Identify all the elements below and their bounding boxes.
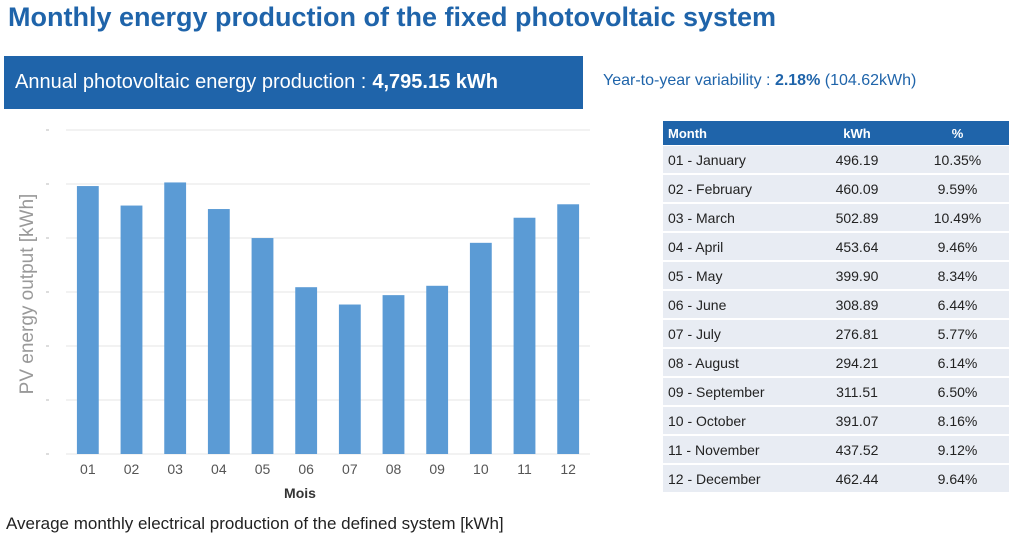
table-row: 01 - January 496.19 10.35% (663, 146, 1009, 174)
bar-month-12 (557, 204, 580, 454)
table-row: 06 - June 308.89 6.44% (663, 291, 1009, 319)
month-cell: 10 - October (663, 407, 808, 435)
kwh-cell: 462.44 (808, 465, 906, 493)
month-cell: 08 - August (663, 349, 808, 377)
variability-info: Year-to-year variability : 2.18% (104.62… (603, 72, 916, 90)
bar-month-03 (164, 182, 187, 454)
month-cell: 09 - September (663, 378, 808, 406)
bar-month-07 (338, 304, 361, 454)
percent-cell: 9.12% (906, 436, 1009, 464)
annual-production-label: Annual photovoltaic energy production : (15, 71, 367, 93)
table-header-row: Month kWh % (663, 121, 1009, 145)
month-cell: 03 - March (663, 204, 808, 232)
bar-month-09 (426, 285, 449, 454)
percent-cell: 9.59% (906, 175, 1009, 203)
variability-label: Year-to-year variability : (603, 72, 771, 89)
column-header-month: Month (663, 121, 808, 145)
percent-cell: 10.49% (906, 204, 1009, 232)
annual-production-value: 4,795.15 kWh (372, 71, 498, 93)
kwh-cell: 391.07 (808, 407, 906, 435)
x-tick-label: 01 (80, 461, 96, 477)
table-row: 03 - March 502.89 10.49% (663, 204, 1009, 232)
x-tick-label: 12 (560, 461, 576, 477)
variability-absolute: (104.62kWh) (824, 72, 917, 89)
kwh-cell: 437.52 (808, 436, 906, 464)
variability-percent: 2.18% (774, 72, 821, 89)
percent-cell: 9.64% (906, 465, 1009, 493)
table-row: 07 - July 276.81 5.77% (663, 320, 1009, 348)
x-tick-label: 10 (473, 461, 489, 477)
column-header-percent: % (906, 121, 1009, 145)
bar-month-01 (76, 186, 99, 454)
percent-cell: 5.77% (906, 320, 1009, 348)
table-row: 10 - October 391.07 8.16% (663, 407, 1009, 435)
kwh-cell: 276.81 (808, 320, 906, 348)
x-tick-label: 08 (386, 461, 402, 477)
x-tick-label: 06 (298, 461, 314, 477)
monthly-production-table: Month kWh % 01 - January 496.19 10.35% 02 -… (663, 120, 1009, 494)
month-cell: 12 - December (663, 465, 808, 493)
percent-cell: 10.35% (906, 146, 1009, 174)
annual-production-banner: Annual photovoltaic energy production : … (4, 56, 583, 109)
x-tick-label: 07 (342, 461, 358, 477)
kwh-cell: 496.19 (808, 146, 906, 174)
bar-month-05 (251, 238, 274, 454)
month-cell: 02 - February (663, 175, 808, 203)
kwh-cell: 308.89 (808, 291, 906, 319)
bar-month-02 (120, 205, 143, 454)
x-tick-label: 04 (211, 461, 227, 477)
kwh-cell: 502.89 (808, 204, 906, 232)
x-tick-label: 09 (429, 461, 445, 477)
percent-cell: 8.16% (906, 407, 1009, 435)
table-row: 11 - November 437.52 9.12% (663, 436, 1009, 464)
bar-month-08 (382, 295, 405, 454)
x-tick-label: 05 (255, 461, 271, 477)
month-cell: 07 - July (663, 320, 808, 348)
kwh-cell: 311.51 (808, 378, 906, 406)
table-row: 04 - April 453.64 9.46% (663, 233, 1009, 261)
kwh-cell: 294.21 (808, 349, 906, 377)
month-cell: 05 - May (663, 262, 808, 290)
chart-bars (76, 182, 580, 454)
monthly-production-bar-chart: 01 02 03 04 05 06 07 08 09 10 11 12 PV energy outpu… (17, 129, 590, 501)
month-cell: 06 - June (663, 291, 808, 319)
table-row: 05 - May 399.90 8.34% (663, 262, 1009, 290)
column-header-kwh: kWh (808, 121, 906, 145)
percent-cell: 6.44% (906, 291, 1009, 319)
bar-month-04 (207, 209, 230, 454)
table-row: 02 - February 460.09 9.59% (663, 175, 1009, 203)
chart-caption: Average monthly electrical production of… (6, 514, 504, 533)
kwh-cell: 399.90 (808, 262, 906, 290)
percent-cell: 9.46% (906, 233, 1009, 261)
bar-month-06 (295, 287, 318, 454)
percent-cell: 6.14% (906, 349, 1009, 377)
month-cell: 11 - November (663, 436, 808, 464)
percent-cell: 6.50% (906, 378, 1009, 406)
chart-gridlines (46, 129, 590, 455)
chart-x-ticks: 01 02 03 04 05 06 07 08 09 10 11 12 (80, 461, 576, 477)
page-title: Monthly energy production of the fixed p… (8, 2, 777, 32)
x-axis-label: Mois (284, 485, 316, 501)
month-cell: 04 - April (663, 233, 808, 261)
kwh-cell: 460.09 (808, 175, 906, 203)
x-tick-label: 03 (167, 461, 183, 477)
kwh-cell: 453.64 (808, 233, 906, 261)
table-row: 08 - August 294.21 6.14% (663, 349, 1009, 377)
table-row: 12 - December 462.44 9.64% (663, 465, 1009, 493)
bar-month-10 (469, 242, 492, 454)
bar-month-11 (513, 217, 536, 454)
x-tick-label: 02 (124, 461, 140, 477)
y-axis-label: PV energy output [kWh] (17, 194, 38, 395)
x-tick-label: 11 (517, 461, 532, 477)
month-cell: 01 - January (663, 146, 808, 174)
percent-cell: 8.34% (906, 262, 1009, 290)
table-row: 09 - September 311.51 6.50% (663, 378, 1009, 406)
